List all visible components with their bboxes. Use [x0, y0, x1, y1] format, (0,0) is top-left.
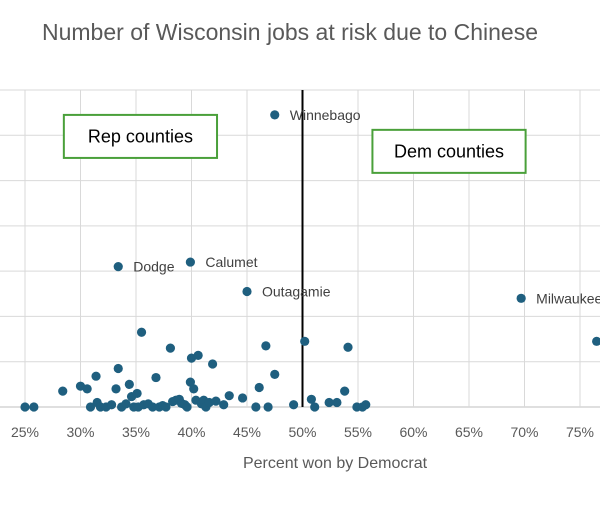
data-point: [310, 402, 320, 412]
annotation-box: [371, 128, 527, 174]
data-point: [182, 402, 192, 412]
data-point: [185, 377, 195, 387]
data-point: [151, 372, 161, 383]
data-point: [340, 386, 350, 396]
data-point: [58, 386, 68, 396]
data-point: [270, 369, 280, 379]
data-points: [20, 110, 600, 412]
data-point: [82, 384, 92, 394]
annotation-label: Dem counties: [394, 141, 504, 161]
data-point: [165, 343, 176, 353]
point-label: Milwaukee: [536, 290, 600, 306]
x-tick-label: 45%: [233, 424, 261, 440]
data-point: [136, 327, 147, 337]
x-tick-label: 75%: [566, 424, 594, 440]
x-tick-label: 65%: [455, 424, 483, 440]
data-point: [193, 350, 203, 360]
data-point: [224, 391, 234, 401]
data-point: [148, 402, 158, 412]
x-tick-label: 35%: [122, 424, 150, 440]
data-point: [300, 336, 310, 346]
data-point: [263, 402, 273, 412]
data-point: [251, 402, 261, 412]
data-point: [207, 359, 218, 369]
data-point: [289, 400, 299, 410]
data-point: [261, 341, 271, 351]
data-point: [111, 384, 121, 394]
point-label: Dodge: [133, 259, 174, 275]
x-tick-label: 60%: [399, 424, 427, 440]
data-point: [124, 379, 134, 389]
data-point: [113, 262, 123, 272]
point-label: Outagamie: [262, 284, 331, 300]
data-point: [219, 400, 229, 410]
data-point: [91, 371, 101, 381]
chart-title: Number of Wisconsin jobs at risk due to …: [42, 19, 538, 45]
point-label: Calumet: [205, 254, 257, 270]
x-axis-ticks: 25% 30% 35% 40% 45% 50% 55% 60% 65% 70% 75%: [11, 424, 594, 440]
data-point: [242, 286, 252, 297]
data-point: [343, 342, 353, 352]
data-point: [270, 110, 280, 120]
x-tick-label: 30%: [66, 424, 94, 440]
x-tick-label: 40%: [177, 424, 205, 440]
x-tick-label: 50%: [288, 424, 316, 440]
annotation-1: Dem counties: [371, 128, 527, 174]
data-point: [237, 393, 248, 403]
x-tick-label: 55%: [344, 424, 372, 440]
data-point: [20, 402, 30, 412]
annotation-box: [62, 113, 219, 159]
data-point: [189, 384, 199, 394]
data-point: [161, 402, 171, 412]
data-point: [85, 402, 96, 412]
annotation-0: Rep counties: [62, 113, 219, 159]
annotation-label: Rep counties: [88, 126, 193, 146]
data-point: [516, 293, 526, 303]
data-point: [132, 388, 142, 399]
data-point: [113, 363, 123, 374]
data-point: [324, 397, 334, 408]
data-point: [29, 402, 39, 412]
data-point: [332, 397, 342, 408]
annotations: Rep counties Dem counties: [62, 113, 527, 174]
x-tick-label: 25%: [11, 424, 39, 440]
x-axis-label: Percent won by Democrat: [243, 455, 428, 472]
data-point: [592, 336, 600, 346]
data-point: [121, 399, 131, 409]
data-point: [106, 400, 117, 410]
data-point: [306, 394, 316, 404]
data-point: [254, 382, 264, 393]
x-tick-label: 70%: [510, 424, 538, 440]
point-label: Winnebago: [290, 107, 361, 123]
data-point: [211, 396, 221, 406]
data-point: [361, 400, 371, 410]
data-point: [185, 257, 195, 267]
point-labels: Winnebago Dodge Calumet Outagamie Milwaukee: [133, 107, 600, 306]
